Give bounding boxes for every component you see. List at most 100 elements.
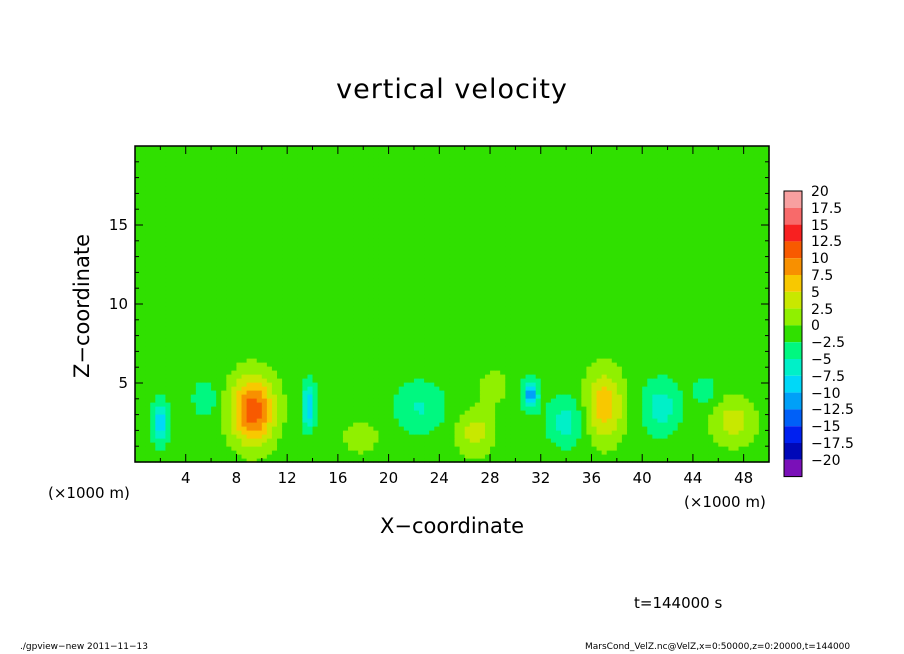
heatmap-cell [510, 422, 516, 427]
heatmap-cell [459, 366, 466, 371]
heatmap-cell [241, 398, 248, 403]
heatmap-cell [601, 414, 608, 419]
heatmap-cell [449, 386, 456, 391]
heatmap-cell [403, 318, 410, 323]
heatmap-cell [479, 414, 486, 419]
heatmap-cell [256, 390, 263, 395]
heatmap-cell [652, 402, 659, 407]
heatmap-cell [703, 458, 709, 463]
heatmap-cell [185, 438, 192, 443]
heatmap-cell [155, 374, 161, 379]
heatmap-cell [459, 306, 466, 311]
heatmap-cell [733, 418, 740, 423]
heatmap-cell [469, 350, 476, 355]
heatmap-cell [601, 314, 608, 319]
heatmap-cell [632, 394, 638, 399]
heatmap-cell [307, 358, 314, 363]
heatmap-cell [672, 446, 679, 451]
heatmap-cell [530, 410, 537, 415]
heatmap-cell [408, 402, 415, 407]
heatmap-cell [337, 430, 344, 435]
heatmap-cell [626, 422, 633, 427]
heatmap-cell [302, 422, 309, 427]
heatmap-cell [591, 386, 598, 391]
heatmap-cell [723, 402, 730, 407]
heatmap-cell [231, 430, 238, 435]
heatmap-cell [155, 394, 161, 399]
heatmap-cell [530, 406, 537, 411]
heatmap-cell [657, 370, 664, 375]
heatmap-cell [596, 418, 603, 423]
heatmap-cell [261, 362, 268, 367]
heatmap-cell [170, 434, 177, 439]
heatmap-cell [160, 406, 167, 411]
heatmap-cell [185, 422, 192, 427]
heatmap-cell [657, 350, 664, 355]
heatmap-cell [363, 394, 369, 399]
heatmap-cell [743, 378, 750, 383]
heatmap-cell [708, 454, 714, 459]
heatmap-cell [632, 342, 638, 347]
heatmap-cell [454, 402, 461, 407]
heatmap-cell [429, 390, 435, 395]
heatmap-cell [733, 382, 740, 387]
heatmap-cell [337, 354, 344, 359]
heatmap-cell [677, 302, 684, 307]
heatmap-cell [170, 362, 177, 367]
heatmap-cell [363, 458, 369, 463]
heatmap-cell [282, 382, 288, 387]
heatmap-cell [535, 322, 542, 327]
heatmap-cell [469, 310, 476, 315]
heatmap-cell [753, 310, 760, 315]
heatmap-cell [388, 318, 395, 323]
heatmap-cell [733, 346, 740, 351]
heatmap-cell [226, 454, 232, 459]
heatmap-cell [353, 442, 359, 447]
heatmap-cell [672, 346, 679, 351]
heatmap-cell [596, 334, 603, 339]
heatmap-cell [596, 446, 603, 451]
heatmap-cell [500, 410, 506, 415]
heatmap-cell [449, 454, 456, 459]
heatmap-cell [540, 458, 547, 463]
heatmap-cell [337, 454, 344, 459]
heatmap-cell [525, 358, 532, 363]
heatmap-cell [464, 402, 471, 407]
heatmap-cell [652, 414, 659, 419]
heatmap-cell [277, 338, 283, 343]
heatmap-cell [444, 450, 451, 455]
heatmap-cell [393, 334, 400, 339]
heatmap-cell [434, 362, 440, 367]
heatmap-cell [708, 406, 714, 411]
heatmap-cell [226, 394, 232, 399]
heatmap-cell [591, 346, 598, 351]
heatmap-cell [429, 382, 435, 387]
heatmap-cell [692, 434, 699, 439]
heatmap-cell [190, 342, 197, 347]
heatmap-cell [449, 330, 456, 335]
heatmap-cell [621, 386, 628, 391]
heatmap-cell [413, 422, 420, 427]
heatmap-cell [601, 458, 608, 463]
heatmap-cell [718, 398, 724, 403]
heatmap-cell [429, 370, 435, 375]
heatmap-cell [211, 310, 217, 315]
heatmap-cell [170, 302, 177, 307]
heatmap-cell [348, 378, 354, 383]
heatmap-cell [616, 414, 623, 419]
heatmap-cell [261, 346, 268, 351]
heatmap-cell [348, 342, 354, 347]
heatmap-cell [520, 342, 527, 347]
heatmap-cell [373, 386, 380, 391]
heatmap-cell [637, 458, 643, 463]
heatmap-cell [692, 306, 699, 311]
heatmap-cell [545, 442, 552, 447]
heatmap-cell [150, 418, 156, 423]
heatmap-cell [748, 458, 755, 463]
heatmap-cell [596, 430, 603, 435]
heatmap-cell [312, 334, 319, 339]
heatmap-cell [388, 390, 395, 395]
heatmap-cell [439, 326, 445, 331]
heatmap-cell [378, 362, 385, 367]
heatmap-cell [261, 358, 268, 363]
